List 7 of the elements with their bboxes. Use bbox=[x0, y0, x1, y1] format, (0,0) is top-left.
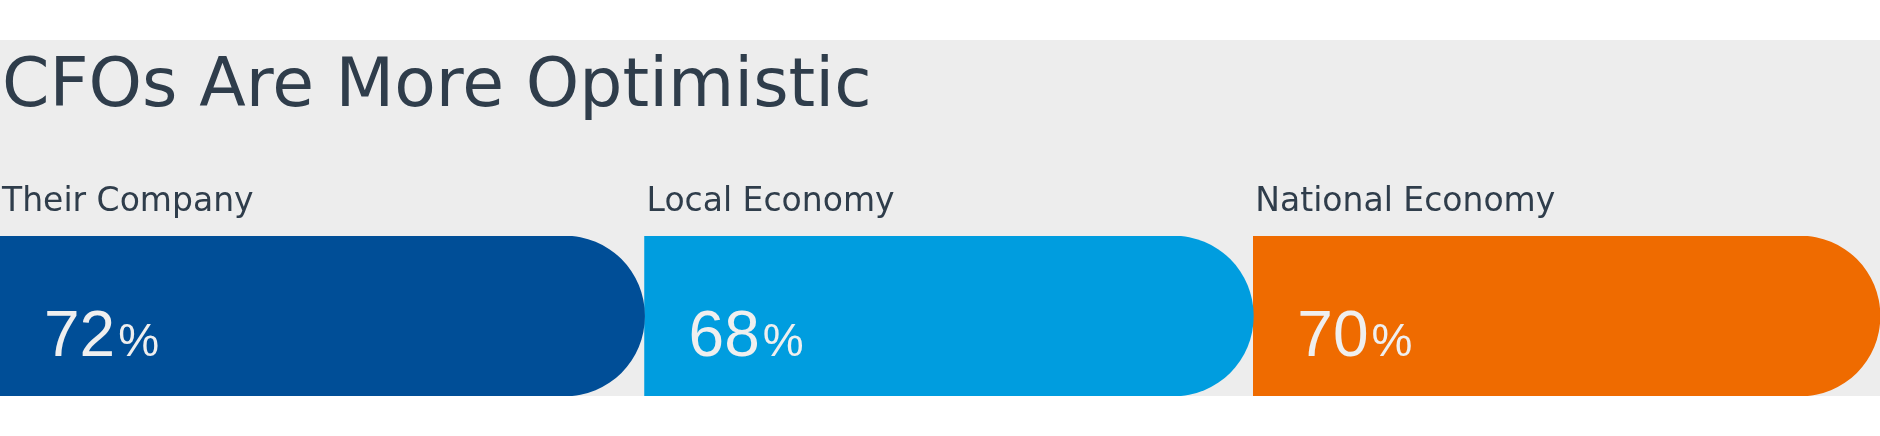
series-label: Local Economy bbox=[646, 180, 895, 219]
data-label: 68% bbox=[688, 298, 804, 370]
series-label: Their Company bbox=[1, 180, 254, 219]
chart-title: CFOs Are More Optimistic bbox=[2, 43, 872, 122]
data-label: 70% bbox=[1297, 298, 1413, 370]
data-label: 72% bbox=[44, 298, 160, 370]
series-label: National Economy bbox=[1255, 180, 1556, 219]
